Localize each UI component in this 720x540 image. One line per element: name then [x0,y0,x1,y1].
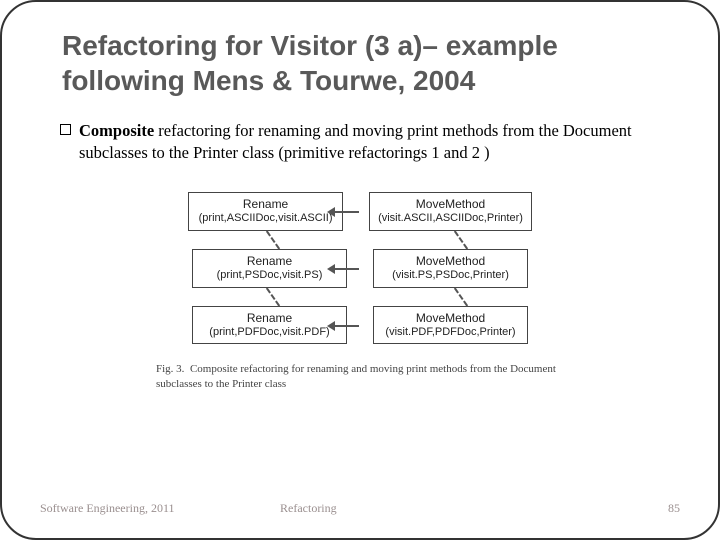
movemethod-node: MoveMethod (visit.ASCII,ASCIIDoc,Printer… [369,192,532,231]
movemethod-node: MoveMethod (visit.PDF,PDFDoc,Printer) [373,306,528,345]
diagram-row: Rename (print,ASCIIDoc,visit.ASCII) Move… [150,192,570,231]
dashed-connector [266,287,280,306]
node-title: Rename [201,254,338,269]
node-title: MoveMethod [382,254,519,269]
rename-node: Rename (print,PSDoc,visit.PS) [192,249,347,288]
figure-caption: Fig. 3. Composite refactoring for renami… [150,362,570,392]
movemethod-node: MoveMethod (visit.PS,PSDoc,Printer) [373,249,528,288]
dashed-connector [266,230,280,249]
footer-center: Refactoring [240,501,620,516]
slide-frame: Refactoring for Visitor (3 a)– example f… [0,0,720,540]
bullet-text: Composite refactoring for renaming and m… [79,120,670,165]
footer: Software Engineering, 2011 Refactoring 8… [40,501,680,516]
arrow-icon [333,268,359,270]
bullet-marker [60,124,71,135]
bullet-bold: Composite [79,121,154,140]
dashed-connector [454,230,468,249]
node-args: (visit.PDF,PDFDoc,Printer) [382,326,519,340]
dashed-connector [454,287,468,306]
arrow-icon [333,211,359,213]
node-args: (print,PSDoc,visit.PS) [201,269,338,283]
caption-text: Composite refactoring for renaming and m… [156,363,556,390]
diagram-row: Rename (print,PSDoc,visit.PS) MoveMethod… [150,249,570,288]
diagram-row: Rename (print,PDFDoc,visit.PDF) MoveMeth… [150,306,570,345]
footer-left: Software Engineering, 2011 [40,501,240,516]
bullet-rest: refactoring for renaming and moving prin… [79,121,632,162]
diagram: Rename (print,ASCIIDoc,visit.ASCII) Move… [150,192,570,392]
node-args: (print,ASCIIDoc,visit.ASCII) [197,212,334,226]
bullet-item: Composite refactoring for renaming and m… [60,120,670,165]
caption-label: Fig. 3. [156,363,184,375]
node-args: (print,PDFDoc,visit.PDF) [201,326,338,340]
page-number: 85 [620,501,680,516]
node-title: Rename [197,197,334,212]
slide-title: Refactoring for Visitor (3 a)– example f… [62,28,680,98]
arrow-icon [333,325,359,327]
node-title: MoveMethod [378,197,523,212]
node-title: MoveMethod [382,311,519,326]
rename-node: Rename (print,ASCIIDoc,visit.ASCII) [188,192,343,231]
node-args: (visit.PS,PSDoc,Printer) [382,269,519,283]
rename-node: Rename (print,PDFDoc,visit.PDF) [192,306,347,345]
node-title: Rename [201,311,338,326]
node-args: (visit.ASCII,ASCIIDoc,Printer) [378,212,523,226]
